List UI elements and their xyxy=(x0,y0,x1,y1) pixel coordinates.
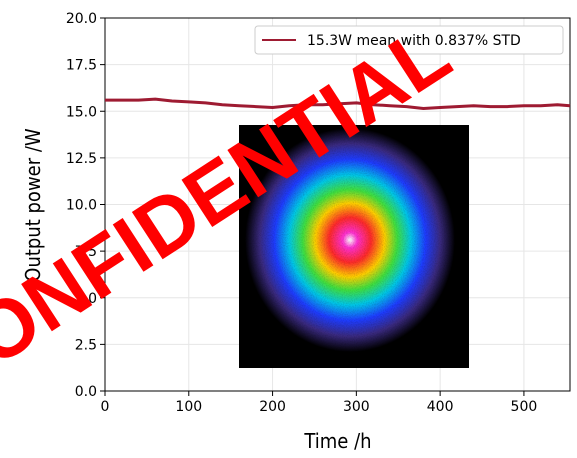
beam-speckle xyxy=(245,128,455,352)
y-tick-label: 7.5 xyxy=(75,244,97,260)
x-axis: 0 100 200 300 400 500 xyxy=(101,391,538,415)
x-tick-label: 400 xyxy=(427,399,454,415)
x-axis-label: Time /h xyxy=(303,429,371,453)
legend-box xyxy=(254,25,564,55)
x-tick-label: 500 xyxy=(511,399,538,415)
x-tick-label: 0 xyxy=(101,399,110,415)
y-tick-label: 12.5 xyxy=(66,151,97,167)
x-tick-label: 200 xyxy=(259,399,286,415)
inset-beam-image xyxy=(239,125,469,368)
y-tick-label: 15.0 xyxy=(66,104,97,120)
y-tick-label: 5.0 xyxy=(75,291,97,307)
x-tick-label: 100 xyxy=(175,399,202,415)
y-axis-label: Output power /W xyxy=(21,128,45,282)
x-tick-label: 300 xyxy=(343,399,370,415)
y-axis: 0.0 2.5 5.0 7.5 10.0 12.5 15.0 17.5 20.0 xyxy=(66,11,105,400)
y-tick-label: 10.0 xyxy=(66,198,97,214)
y-tick-label: 2.5 xyxy=(75,337,97,353)
legend: 15.3W mean with 0.837% STD xyxy=(254,25,564,55)
y-tick-label: 17.5 xyxy=(66,58,97,74)
legend-label: 15.3W mean with 0.837% STD xyxy=(307,33,521,49)
y-tick-label: 0.0 xyxy=(75,384,97,400)
series-line xyxy=(105,97,571,110)
series-group xyxy=(105,97,571,110)
y-tick-label: 20.0 xyxy=(66,11,97,27)
